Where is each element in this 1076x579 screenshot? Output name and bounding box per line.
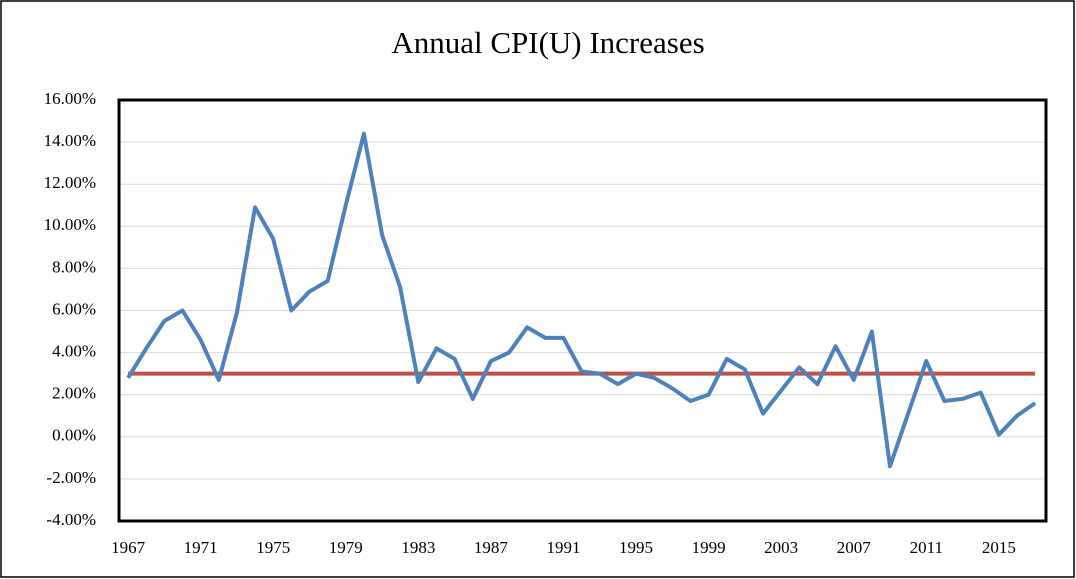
x-tick-label: 1979 (329, 538, 363, 557)
x-tick-label: 2015 (982, 538, 1016, 557)
y-tick-label: 6.00% (52, 299, 96, 318)
x-tick-label: 1971 (184, 538, 218, 557)
x-tick-label: 2011 (910, 538, 943, 557)
y-tick-label: 12.00% (44, 173, 96, 192)
x-tick-label: 1995 (619, 538, 653, 557)
plot-border (117, 98, 1048, 523)
y-tick-label: 2.00% (52, 384, 96, 403)
y-tick-label: 10.00% (44, 215, 96, 234)
x-tick-label: 2003 (764, 538, 798, 557)
y-tick-label: 14.00% (44, 131, 96, 150)
y-tick-label: -2.00% (46, 468, 96, 487)
y-tick-label: 4.00% (52, 342, 96, 361)
x-tick-label: 1983 (401, 538, 435, 557)
y-tick-label: 0.00% (52, 426, 96, 445)
x-tick-label: 1991 (546, 538, 580, 557)
x-tick-label: 2007 (837, 538, 872, 557)
y-tick-label: 16.00% (44, 89, 96, 108)
y-tick-label: -4.00% (46, 510, 96, 529)
x-tick-label: 1987 (474, 538, 509, 557)
y-tick-label: 8.00% (52, 257, 96, 276)
data-line (126, 131, 1037, 469)
chart-title: Annual CPI(U) Increases (391, 25, 704, 60)
x-tick-label: 1999 (692, 538, 726, 557)
x-tick-label: 1967 (111, 538, 146, 557)
x-tick-label: 1975 (256, 538, 290, 557)
